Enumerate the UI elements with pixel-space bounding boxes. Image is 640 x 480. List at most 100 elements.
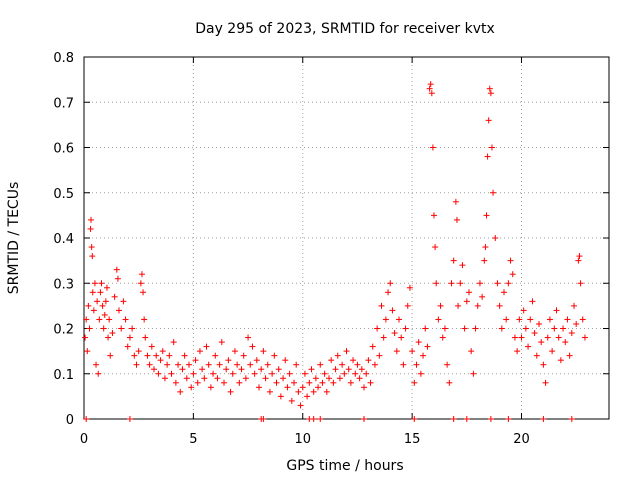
data-point: [102, 298, 109, 305]
data-point: [433, 280, 440, 287]
data-point: [106, 316, 113, 323]
x-tick-label: 0: [80, 432, 88, 447]
data-point: [426, 85, 433, 92]
data-point: [315, 384, 322, 391]
data-point: [575, 257, 582, 264]
data-point: [83, 316, 90, 323]
data-point: [509, 271, 516, 278]
data-point: [144, 352, 151, 359]
x-tick-label: 20: [513, 432, 530, 447]
data-point: [227, 388, 234, 395]
data-points: [82, 81, 588, 422]
data-point: [284, 384, 291, 391]
data-point: [129, 325, 136, 332]
data-point: [453, 216, 460, 223]
data-point: [404, 302, 411, 309]
data-point: [85, 302, 92, 309]
data-point: [557, 357, 564, 364]
data-point: [131, 352, 138, 359]
data-point: [229, 370, 236, 377]
data-point: [343, 348, 350, 355]
data-point: [96, 316, 103, 323]
data-point: [551, 325, 558, 332]
y-tick-label: 0.3: [53, 277, 74, 292]
data-point: [352, 370, 359, 377]
data-point: [398, 334, 405, 341]
data-point: [82, 334, 89, 341]
data-point: [334, 352, 341, 359]
data-point: [448, 280, 455, 287]
data-point: [496, 302, 503, 309]
data-point: [161, 375, 168, 382]
data-point: [124, 343, 131, 350]
data-point: [146, 361, 153, 368]
axis-ticks: [83, 56, 609, 420]
data-point: [203, 343, 210, 350]
data-point: [308, 366, 315, 373]
data-point: [468, 348, 475, 355]
data-point: [516, 316, 523, 323]
data-point: [527, 316, 534, 323]
data-point: [503, 316, 510, 323]
data-point: [95, 370, 102, 377]
data-point: [282, 357, 289, 364]
data-point: [472, 325, 479, 332]
data-point: [87, 225, 94, 232]
y-tick-label: 0.7: [53, 96, 74, 111]
data-point: [555, 334, 562, 341]
data-point: [126, 416, 133, 422]
x-tick-labels: 0 5 10 15 20: [80, 432, 530, 447]
data-point: [88, 244, 95, 251]
data-point: [376, 352, 383, 359]
data-point: [151, 366, 157, 373]
data-point: [107, 352, 114, 359]
data-point: [492, 235, 499, 241]
data-point: [544, 334, 551, 341]
data-point: [192, 357, 199, 364]
data-point: [260, 416, 267, 422]
y-tick-label: 0.4: [53, 232, 74, 247]
data-point: [166, 352, 173, 359]
data-point: [518, 334, 525, 341]
data-point: [549, 348, 556, 355]
data-point: [84, 348, 91, 355]
data-point: [126, 334, 133, 341]
x-tick-label: 10: [294, 432, 311, 447]
gridlines: [84, 57, 609, 419]
data-point: [109, 330, 116, 337]
data-point: [304, 393, 311, 400]
data-point: [476, 280, 483, 287]
data-point: [336, 375, 343, 382]
data-point: [482, 244, 489, 251]
data-point: [444, 361, 451, 368]
data-point: [369, 343, 376, 350]
data-point: [142, 334, 149, 341]
data-point: [312, 375, 319, 382]
data-point: [188, 384, 195, 391]
data-point: [210, 370, 217, 377]
data-point: [486, 85, 493, 92]
data-point: [122, 316, 129, 323]
data-point: [396, 316, 402, 323]
data-point: [439, 334, 446, 341]
data-point: [116, 307, 122, 314]
data-point: [238, 366, 245, 373]
data-point: [356, 375, 363, 382]
chart-title: Day 295 of 2023, SRMTID for receiver kvt…: [195, 21, 495, 37]
data-point: [218, 339, 225, 346]
data-point: [172, 379, 179, 386]
y-tick-label: 0.6: [53, 142, 74, 157]
data-point: [317, 416, 324, 422]
data-point: [295, 388, 302, 395]
data-point: [273, 379, 280, 386]
data-point: [186, 361, 192, 368]
data-point: [487, 90, 494, 97]
data-point: [417, 370, 424, 377]
data-point: [420, 352, 427, 359]
data-point: [553, 307, 560, 314]
data-point: [431, 212, 437, 219]
data-point: [326, 375, 332, 382]
data-point: [432, 244, 439, 251]
data-point: [236, 379, 243, 386]
data-point: [90, 307, 97, 314]
